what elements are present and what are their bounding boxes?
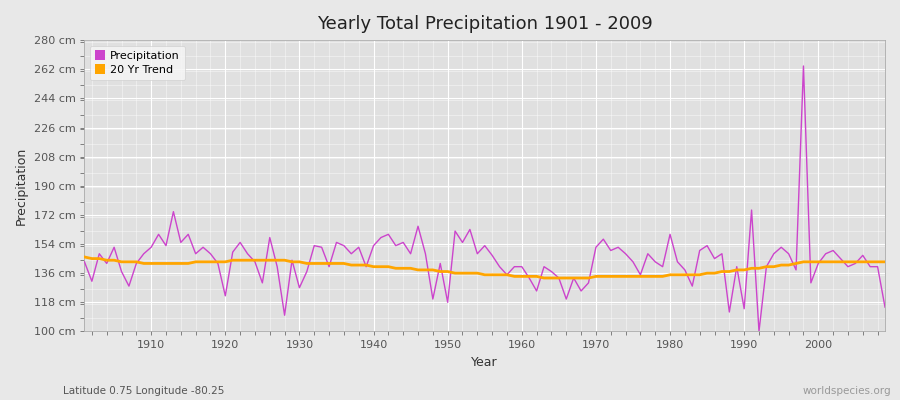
X-axis label: Year: Year	[472, 356, 498, 369]
Title: Yearly Total Precipitation 1901 - 2009: Yearly Total Precipitation 1901 - 2009	[317, 15, 652, 33]
Legend: Precipitation, 20 Yr Trend: Precipitation, 20 Yr Trend	[90, 46, 185, 80]
Text: worldspecies.org: worldspecies.org	[803, 386, 891, 396]
Y-axis label: Precipitation: Precipitation	[15, 147, 28, 225]
Text: Latitude 0.75 Longitude -80.25: Latitude 0.75 Longitude -80.25	[63, 386, 224, 396]
